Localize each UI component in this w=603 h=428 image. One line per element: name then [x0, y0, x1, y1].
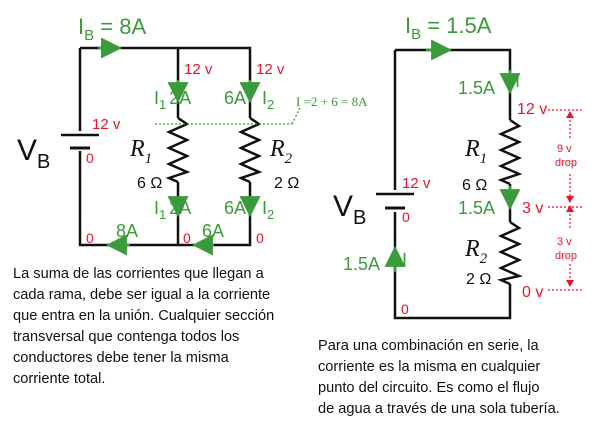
branch2-current-symbol: I2: [262, 88, 274, 112]
node-voltage-1: 12 v: [184, 61, 213, 78]
branch2-bottom-current-symbol: I2: [262, 198, 274, 222]
parallel-source-label: VB: [17, 134, 50, 173]
branch1-current-label: I1 2A: [154, 88, 191, 112]
drop1-label: drop: [555, 157, 577, 169]
branch2-bottom-current-value: 6A: [224, 198, 246, 218]
r1-label: R1: [129, 136, 152, 167]
series-r2-label: R2: [464, 236, 488, 267]
series-total-current-label: IB = 1.5A: [405, 13, 492, 43]
series-battery-symbol: [376, 192, 414, 210]
series-wire-loop: [393, 48, 512, 320]
bottom-voltage-left: 0: [86, 230, 94, 246]
drop2-value: 3 v: [557, 236, 572, 248]
series-description: Para una combinación en serie, la corrien…: [318, 338, 560, 417]
r2-value: 2 Ω: [274, 175, 299, 192]
parallel-circuit: IB = 8A VB 12 v 0 12 v 12 v I1 2A 6A I2 I…: [17, 14, 368, 256]
branch1-bottom-current-label: I1 2A: [154, 198, 191, 222]
branch2-current-value: 6A: [224, 88, 246, 108]
series-top-current-symbol: I: [515, 71, 520, 91]
series-left-current-value: 1.5A: [343, 254, 380, 274]
node-voltage-2: 12 v: [256, 61, 285, 78]
series-r2-symbol: [497, 220, 523, 286]
parallel-description: La suma de las corrientes que llegan a ca…: [13, 266, 275, 387]
series-r1-value: 6 Ω: [462, 177, 487, 194]
series-top-current-value: 1.5A: [458, 78, 495, 98]
parallel-source-top-voltage: 12 v: [92, 116, 121, 133]
series-node-voltage-bottom: 0 v: [522, 284, 543, 301]
r1-value: 6 Ω: [137, 175, 162, 192]
series-node-voltage-top: 12 v: [517, 101, 547, 118]
resistor-r1-symbol: [165, 116, 191, 184]
series-source-bottom-voltage: 0: [402, 209, 410, 225]
bottom-current-1: 8A: [116, 221, 138, 241]
parallel-total-current-label: IB = 8A: [78, 14, 146, 44]
bottom-voltage-right: 0: [256, 230, 264, 246]
series-left-current-symbol: I: [402, 250, 407, 270]
resistor-r2-symbol: [237, 116, 263, 184]
series-r1-label: R1: [464, 136, 487, 167]
series-mid-current-value: 1.5A: [458, 198, 495, 218]
series-r2-value: 2 Ω: [466, 271, 491, 288]
parallel-source-bottom-voltage: 0: [86, 150, 94, 166]
series-circuit: IB = 1.5A VB 12 v 0 1.5A I 1.5A 1.5A I R…: [333, 13, 583, 320]
voltage-drop-markers: [548, 109, 583, 291]
series-node-voltage-mid: 3 v: [522, 200, 543, 217]
series-source-label: VB: [333, 190, 366, 229]
r2-label: R2: [269, 136, 293, 167]
series-r1-symbol: [497, 118, 523, 186]
drop1-value: 9 v: [557, 143, 572, 155]
series-bottom-voltage: 0: [401, 301, 409, 317]
series-source-top-voltage: 12 v: [402, 175, 431, 192]
sum-annotation: I =2 + 6 = 8A: [296, 94, 368, 109]
battery-symbol: [61, 133, 99, 150]
bottom-current-2: 6A: [202, 221, 224, 241]
bottom-voltage-mid: 0: [183, 230, 191, 246]
drop2-label: drop: [555, 250, 577, 262]
